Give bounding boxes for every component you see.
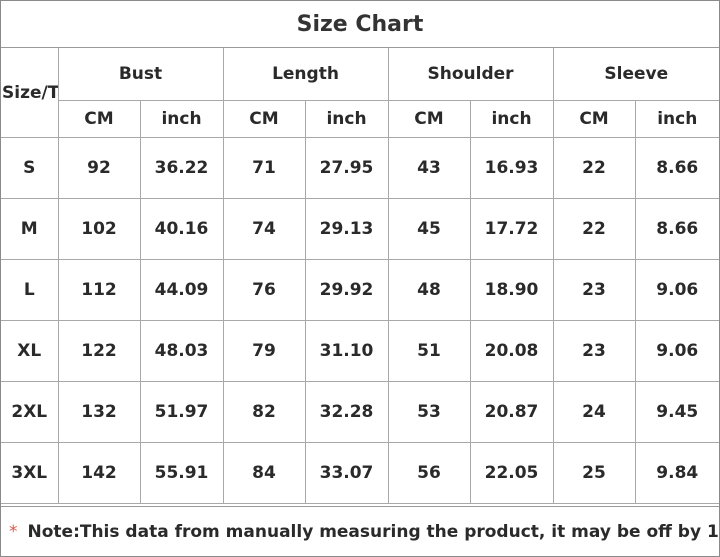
table-row: 3XL 142 55.91 84 33.07 56 22.05 25 9.84 — [1, 442, 720, 504]
table-row: L 112 44.09 76 29.92 48 18.90 23 9.06 — [1, 259, 720, 321]
unit-header-row: CM inch CM inch CM inch CM inch — [1, 100, 720, 138]
size-table: Size/Ta Bust Length Shoulder Sleeve CM i… — [1, 48, 720, 504]
table-row: M 102 40.16 74 29.13 45 17.72 22 8.66 — [1, 198, 720, 260]
group-header-sleeve: Sleeve — [552, 48, 720, 101]
table-row: XL 122 48.03 79 31.10 51 20.08 23 9.06 — [1, 320, 720, 382]
measurement-cell: 44.09 — [139, 259, 224, 321]
size-column-header: Size/Ta — [1, 48, 59, 138]
unit-header: inch — [469, 100, 554, 138]
measurement-cell: 76 — [222, 259, 306, 321]
measurement-cell: 43 — [387, 137, 471, 199]
measurement-cell: 22 — [552, 137, 636, 199]
measurement-cell: 102 — [57, 198, 141, 260]
group-header-length: Length — [222, 48, 389, 101]
measurement-cell: 20.87 — [469, 381, 554, 443]
unit-header: CM — [58, 100, 141, 138]
measurement-cell: 31.10 — [304, 320, 389, 382]
measurement-cell: 22 — [552, 198, 636, 260]
size-label-cell: 3XL — [1, 442, 59, 504]
measurement-cell: 56 — [387, 442, 471, 504]
size-label-cell: 2XL — [1, 381, 59, 443]
measurement-cell: 29.92 — [304, 259, 389, 321]
measurement-cell: 71 — [222, 137, 306, 199]
table-row: S 92 36.22 71 27.95 43 16.93 22 8.66 — [1, 137, 720, 199]
measurement-cell: 82 — [222, 381, 306, 443]
measurement-cell: 48 — [387, 259, 471, 321]
measurement-cell: 24 — [552, 381, 636, 443]
note-asterisk: * — [9, 521, 18, 542]
measurement-cell: 8.66 — [634, 137, 720, 199]
measurement-cell: 84 — [222, 442, 306, 504]
group-header-row: Size/Ta Bust Length Shoulder Sleeve — [1, 48, 720, 138]
unit-header: CM — [222, 100, 306, 138]
measurement-cell: 79 — [222, 320, 306, 382]
unit-header: CM — [552, 100, 636, 138]
measurement-cell: 25 — [552, 442, 636, 504]
measurement-cell: 51 — [387, 320, 471, 382]
group-header-shoulder: Shoulder — [387, 48, 554, 101]
measurement-cell: 33.07 — [304, 442, 389, 504]
measurement-cell: 53 — [387, 381, 471, 443]
measurement-note: * Note:This data from manually measuring… — [1, 506, 719, 556]
measurement-cell: 9.06 — [634, 259, 720, 321]
table-row: 2XL 132 51.97 82 32.28 53 20.87 24 9.45 — [1, 381, 720, 443]
measurement-cell: 74 — [222, 198, 306, 260]
unit-header: CM — [387, 100, 471, 138]
measurement-cell: 112 — [57, 259, 141, 321]
measurement-cell: 132 — [57, 381, 141, 443]
note-text: Note:This data from manually measuring t… — [27, 521, 720, 542]
measurement-cell: 16.93 — [469, 137, 554, 199]
measurement-cell: 40.16 — [139, 198, 224, 260]
measurement-cell: 45 — [387, 198, 471, 260]
measurement-cell: 8.66 — [634, 198, 720, 260]
measurement-cell: 18.90 — [469, 259, 554, 321]
measurement-cell: 36.22 — [139, 137, 224, 199]
size-label-cell: M — [1, 198, 59, 260]
measurement-cell: 32.28 — [304, 381, 389, 443]
measurement-cell: 9.84 — [634, 442, 720, 504]
measurement-cell: 22.05 — [469, 442, 554, 504]
measurement-cell: 55.91 — [139, 442, 224, 504]
measurement-cell: 51.97 — [139, 381, 224, 443]
measurement-cell: 23 — [552, 259, 636, 321]
measurement-cell: 17.72 — [469, 198, 554, 260]
size-label-cell: XL — [1, 320, 59, 382]
unit-header: inch — [634, 100, 720, 138]
group-header-bust: Bust — [57, 48, 224, 101]
measurement-cell: 20.08 — [469, 320, 554, 382]
measurement-cell: 92 — [57, 137, 141, 199]
measurement-cell: 9.45 — [634, 381, 720, 443]
size-label-cell: S — [1, 137, 59, 199]
measurement-cell: 142 — [57, 442, 141, 504]
measurement-cell: 122 — [57, 320, 141, 382]
chart-title: Size Chart — [1, 1, 719, 48]
measurement-cell: 23 — [552, 320, 636, 382]
measurement-cell: 9.06 — [634, 320, 720, 382]
unit-header: inch — [304, 100, 389, 138]
measurement-cell: 27.95 — [304, 137, 389, 199]
measurement-cell: 29.13 — [304, 198, 389, 260]
unit-header: inch — [139, 100, 224, 138]
measurement-cell: 48.03 — [139, 320, 224, 382]
size-label-cell: L — [1, 259, 59, 321]
